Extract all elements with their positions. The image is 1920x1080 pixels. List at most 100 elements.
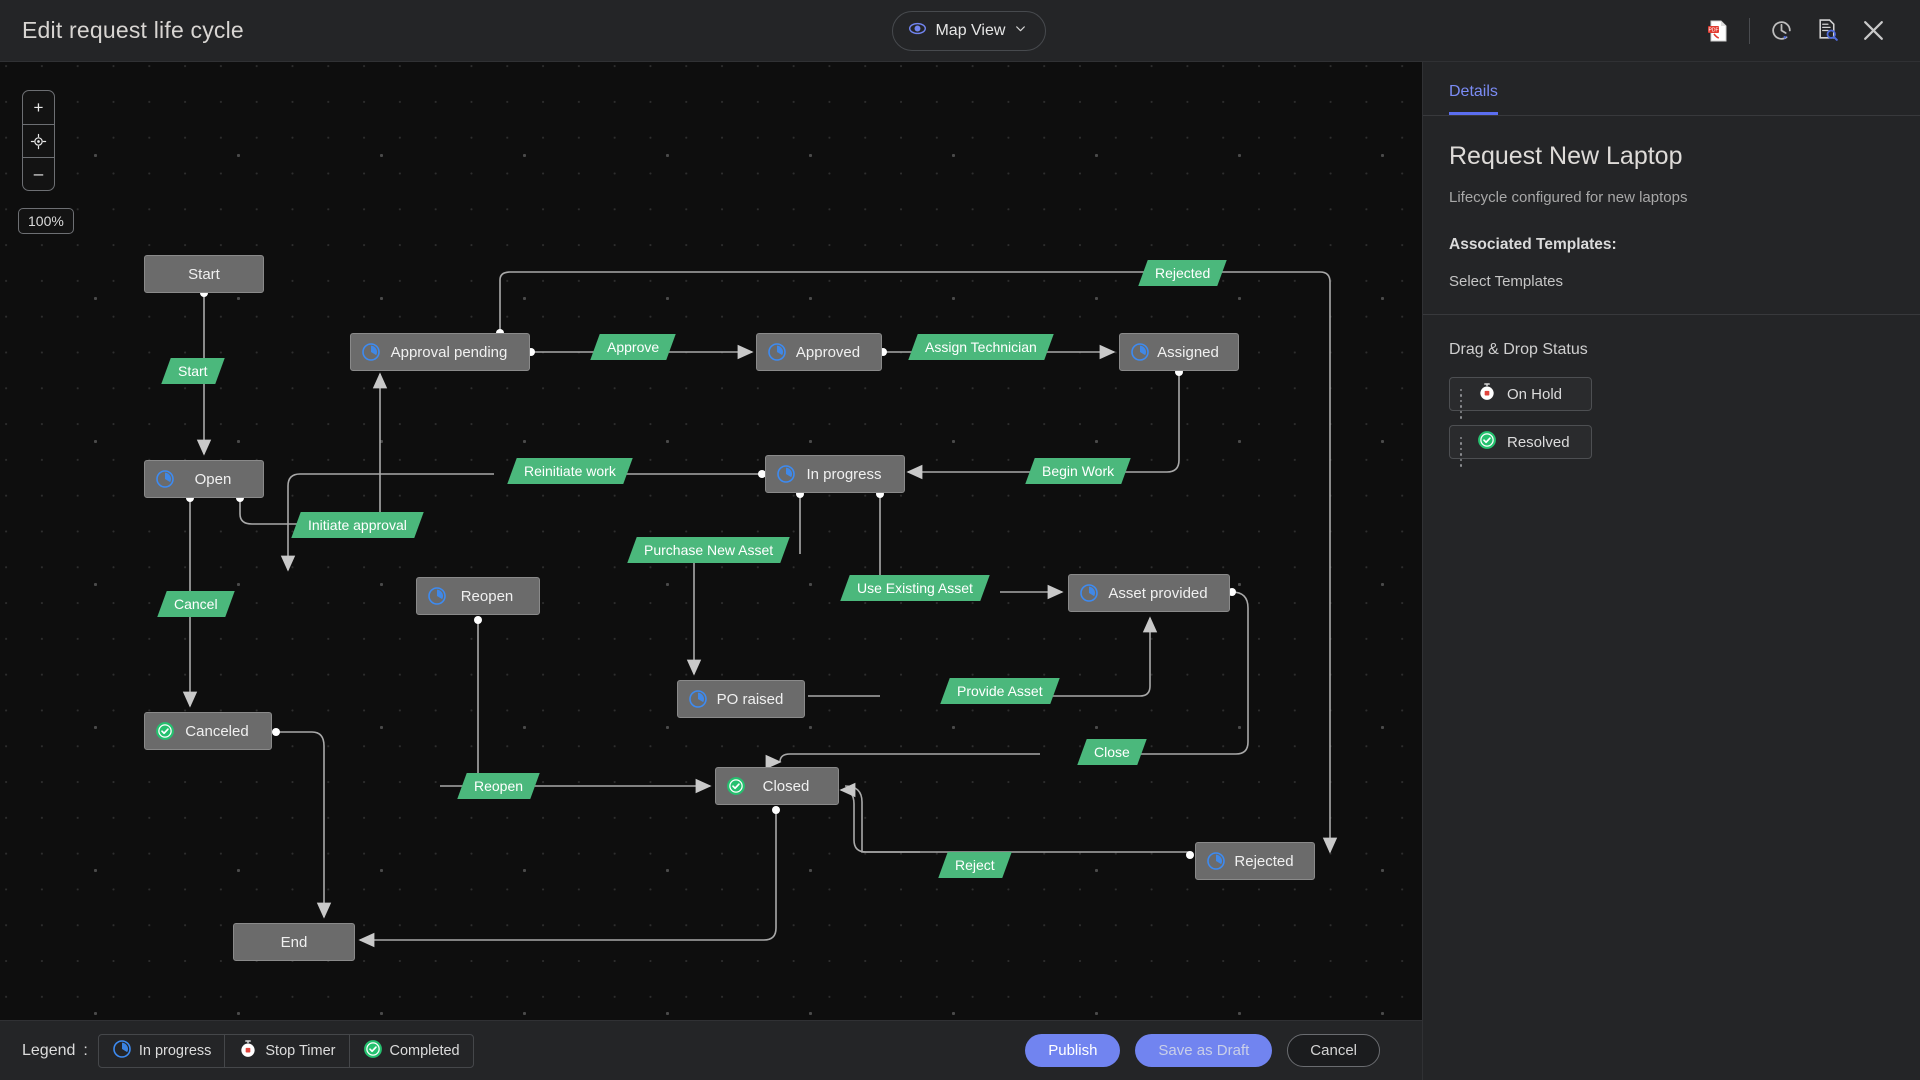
in-progress-clock-icon [1130,342,1150,362]
transition-label: Cancel [174,596,218,612]
request-title: Request New Laptop [1449,142,1683,170]
transition-label: Use Existing Asset [857,580,973,596]
node-reopen[interactable]: Reopen [416,577,540,615]
transition-t-begin-work[interactable]: Begin Work [1025,458,1131,484]
in-progress-clock-icon [768,343,786,361]
in-progress-clock-icon [1206,851,1226,871]
transition-t-reopen[interactable]: Reopen [457,773,540,799]
status-chip-label: On Hold [1507,385,1563,403]
node-po-raised[interactable]: PO raised [677,680,805,718]
transition-label: Purchase New Asset [644,542,774,558]
transition-t-provide-asset[interactable]: Provide Asset [940,678,1060,704]
stop-timer-icon [238,1039,258,1063]
tab-details[interactable]: Details [1449,83,1498,115]
completed-check-icon [363,1039,382,1058]
completed-check-icon [155,721,175,741]
document-search-icon[interactable] [1804,8,1850,54]
page-title: Edit request life cycle [22,17,244,43]
eye-icon [909,20,927,42]
panel-tabs: Details [1423,62,1920,116]
map-view-button[interactable]: Map View [892,10,1047,51]
in-progress-clock-icon [767,342,787,362]
transition-t-purchase-new-asset[interactable]: Purchase New Asset [627,537,790,563]
transition-label: Initiate approval [308,517,407,533]
node-label: Reopen [460,587,514,605]
transition-t-rejected[interactable]: Rejected [1138,260,1227,286]
node-rejected-node[interactable]: Rejected [1195,842,1315,880]
header-divider [1749,17,1750,44]
panel-divider [1423,314,1920,315]
transition-label: Reject [955,857,995,873]
transition-t-use-existing-asset[interactable]: Use Existing Asset [840,575,990,601]
node-label: PO raised [716,690,784,708]
zoom-out-button[interactable]: – [23,157,54,190]
drag-handle-icon[interactable] [1458,387,1467,419]
select-templates-link[interactable]: Select Templates [1449,273,1563,290]
transition-t-approve[interactable]: Approve [590,334,676,360]
completed-check-icon [726,776,746,796]
in-progress-clock-icon [362,343,380,361]
transition-t-close[interactable]: Close [1077,739,1147,765]
associated-templates-label: Associated Templates: [1449,236,1617,253]
node-label: Canceled [185,722,249,740]
legend-box: In progress Stop Timer Completed [97,1033,474,1068]
transition-label: Begin Work [1042,463,1115,479]
transition-t-initiate-approval[interactable]: Initiate approval [291,512,424,538]
close-icon[interactable] [1850,8,1896,54]
zoom-fit-button[interactable] [23,124,54,157]
zoom-in-button[interactable]: + [33,97,44,117]
in-progress-clock-icon [1080,584,1098,602]
app-header: Edit request life cycle Map View PDF [0,0,1920,62]
transition-t-cancel[interactable]: Cancel [157,591,235,617]
in-progress-clock-icon [112,1039,132,1063]
node-label: Closed [762,777,810,795]
header-actions: PDF [1695,8,1896,54]
node-asset-provided[interactable]: Asset provided [1068,574,1230,612]
completed-check-icon [156,722,174,740]
cancel-button[interactable]: Cancel [1287,1034,1380,1067]
node-open[interactable]: Open [144,460,264,498]
transition-label: Provide Asset [957,683,1043,699]
map-view-label: Map View [935,21,1006,39]
node-label: In progress [806,465,882,483]
drag-handle-icon[interactable] [1458,435,1467,467]
transition-t-assign-technician[interactable]: Assign Technician [908,334,1054,360]
publish-button[interactable]: Publish [1025,1034,1121,1067]
in-progress-clock-icon [777,465,795,483]
legend-item-label: In progress [138,1042,212,1059]
zoom-controls: + – [22,90,55,191]
transition-t-reinitiate-work[interactable]: Reinitiate work [507,458,633,484]
node-label: Rejected [1234,852,1294,870]
flow-canvas[interactable]: + – 100% Start Open Approval pending Approv… [0,62,1422,1020]
drag-drop-status-list: On Hold Resolved [1449,377,1894,467]
node-approved[interactable]: Approved [756,333,882,371]
node-approval-pending[interactable]: Approval pending [350,333,530,371]
node-end[interactable]: End [233,923,355,961]
in-progress-clock-icon [155,469,175,489]
in-progress-clock-icon [361,342,381,362]
in-progress-clock-icon [1131,343,1149,361]
pdf-export-icon[interactable]: PDF [1695,8,1741,54]
node-start[interactable]: Start [144,255,264,293]
transition-t-reject[interactable]: Reject [938,852,1012,878]
transition-t-start[interactable]: Start [161,358,225,384]
legend-item-label: Completed [389,1042,460,1059]
history-clock-icon[interactable] [1758,8,1804,54]
in-progress-clock-icon [688,689,708,709]
status-chip-resolved[interactable]: Resolved [1449,425,1592,467]
zoom-level-indicator[interactable]: 100% [18,208,74,234]
transition-label: Approve [607,339,660,355]
node-closed[interactable]: Closed [715,767,839,805]
transition-label: Start [178,363,208,379]
legend-colon: : [83,1041,88,1059]
in-progress-clock-icon [427,586,447,606]
node-label: Assigned [1157,343,1219,361]
save-as-draft-button[interactable]: Save as Draft [1135,1034,1273,1067]
status-chip-on-hold[interactable]: On Hold [1449,377,1592,419]
transition-label: Assign Technician [925,339,1037,355]
node-canceled[interactable]: Canceled [144,712,272,750]
node-assigned[interactable]: Assigned [1119,333,1239,371]
node-label: End [280,933,308,951]
node-in-progress[interactable]: In progress [765,455,905,493]
